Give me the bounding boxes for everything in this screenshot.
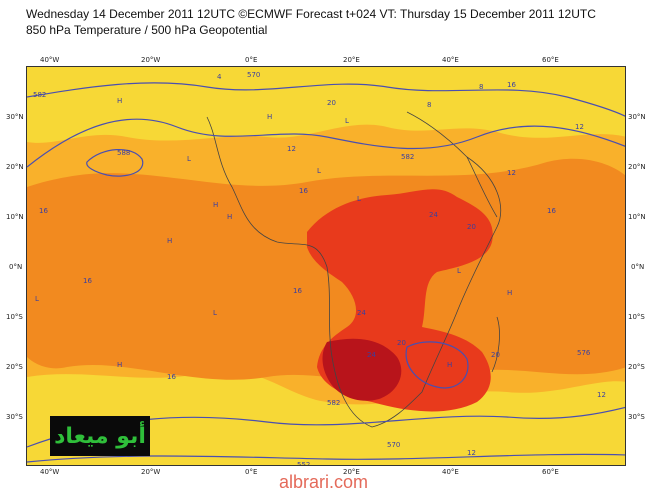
contour-label: 12 (507, 169, 516, 177)
contour-label: 570 (387, 441, 400, 449)
contour-label: 12 (597, 391, 606, 399)
watermark: albrari.com (278, 472, 369, 492)
contour-label-group: 582 582 570 588 12 16 16 20 24 16 12 16 … (33, 71, 606, 466)
lat-label-left: 20°S (6, 363, 23, 371)
pressure-mark: L (187, 155, 191, 163)
site-logo: أبو ميعاد (50, 416, 150, 456)
lat-label-right: 20°N (628, 163, 646, 171)
lon-label: 20°W (141, 56, 160, 64)
contour-label: 20 (397, 339, 406, 347)
contour-label: 570 (247, 71, 260, 79)
pressure-mark: H (507, 289, 512, 297)
lat-label-left: 20°N (6, 163, 24, 171)
contour-label: 8 (427, 101, 431, 109)
contour-label: 20 (467, 223, 476, 231)
pressure-mark: L (457, 267, 461, 275)
contour-label: 16 (83, 277, 92, 285)
lat-label-right: 10°N (628, 213, 646, 221)
lat-label-left: 30°S (6, 413, 23, 421)
contour-label: 16 (547, 207, 556, 215)
contour-label: 12 (287, 145, 296, 153)
lat-label-left: 10°N (6, 213, 24, 221)
contour-label: 16 (39, 207, 48, 215)
lat-label-right: 20°S (628, 363, 645, 371)
contour-label: 16 (167, 373, 176, 381)
lat-label-left: 30°N (6, 113, 24, 121)
contour-label: 20 (491, 351, 500, 359)
pressure-mark: H (227, 213, 232, 221)
header-title: Wednesday 14 December 2011 12UTC ©ECMWF … (26, 7, 596, 21)
contour-label: 24 (367, 351, 376, 359)
lat-label-left: 0°N (9, 263, 22, 271)
lon-label: 20°E (343, 56, 360, 64)
lon-label: 40°E (442, 56, 459, 64)
temperature-core-extreme (322, 338, 402, 401)
contour-label: 12 (575, 123, 584, 131)
pressure-mark: L (317, 167, 321, 175)
contour-label: 12 (467, 449, 476, 457)
pressure-mark: L (35, 295, 39, 303)
logo-text: أبو ميعاد (54, 423, 146, 449)
temperature-band-cold-north (27, 67, 625, 143)
pressure-mark: L (345, 117, 349, 125)
header-subtitle: 850 hPa Temperature / 500 hPa Geopotenti… (26, 23, 268, 37)
contour-label: 582 (33, 91, 46, 99)
pressure-mark: L (357, 195, 361, 203)
lat-label-right: 10°S (628, 313, 645, 321)
contour-label: 4 (217, 73, 222, 81)
lon-label: 40°W (40, 56, 59, 64)
contour-label: 24 (357, 309, 366, 317)
contour-label: 576 (577, 349, 591, 357)
lat-label-left: 10°S (6, 313, 23, 321)
pressure-mark: H (167, 237, 172, 245)
contour-label: 8 (479, 83, 483, 91)
pressure-mark: H (447, 361, 452, 369)
pressure-mark: H (117, 361, 122, 369)
pressure-mark: H (117, 97, 122, 105)
contour-label: 552 (297, 461, 310, 466)
contour-label: 582 (327, 399, 340, 407)
contour-label: 588 (117, 149, 130, 157)
lon-label: 60°E (542, 56, 559, 64)
lat-label-right: 30°N (628, 113, 646, 121)
map-canvas: 582 582 570 588 12 16 16 20 24 16 12 16 … (27, 67, 625, 466)
contour-label: 16 (299, 187, 308, 195)
lat-label-right: 30°S (628, 413, 645, 421)
map-header: Wednesday 14 December 2011 12UTC ©ECMWF … (26, 6, 596, 38)
contour-label: 16 (507, 81, 516, 89)
pressure-mark: H (267, 113, 272, 121)
lon-label: 0°E (245, 56, 257, 64)
pressure-centres: H H H L L L H L H L H L H L H (35, 97, 512, 369)
contour-label: 16 (293, 287, 302, 295)
forecast-map: 582 582 570 588 12 16 16 20 24 16 12 16 … (26, 66, 626, 466)
coastlines (206, 111, 502, 428)
lat-label-right: 0°N (631, 263, 644, 271)
pressure-mark: H (213, 201, 218, 209)
contour-label: 582 (401, 153, 414, 161)
contour-label: 20 (327, 99, 336, 107)
pressure-mark: L (213, 309, 217, 317)
contour-label: 24 (429, 211, 438, 219)
